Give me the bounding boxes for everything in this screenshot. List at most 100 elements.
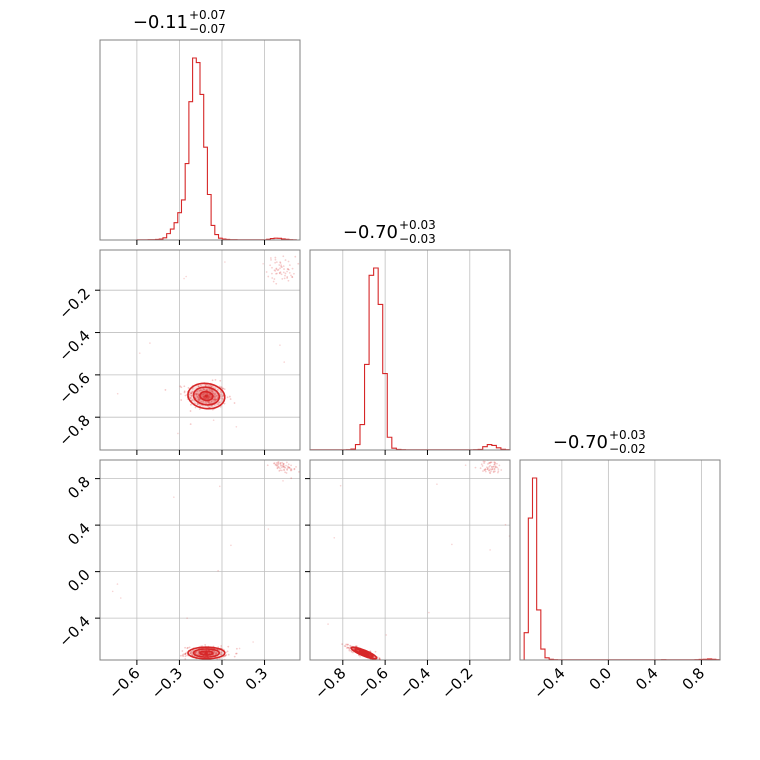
sample-point	[207, 651, 210, 654]
sample-point	[346, 643, 349, 646]
outlier-point	[282, 271, 285, 274]
stray-point	[212, 419, 215, 422]
sample-point	[352, 647, 355, 650]
sample-point	[348, 647, 350, 649]
sample-point	[208, 389, 211, 392]
sample-point	[190, 392, 193, 395]
outlier-point	[284, 466, 287, 469]
outlier-point	[488, 471, 491, 474]
sample-point	[226, 396, 229, 399]
sample-point	[207, 394, 210, 397]
sample-point	[355, 645, 358, 648]
sample-point	[217, 401, 220, 404]
stray-point	[252, 641, 254, 643]
outlier-point	[497, 471, 499, 474]
sample-point	[213, 650, 215, 653]
outlier-point	[286, 465, 289, 468]
outlier-point	[280, 273, 283, 276]
outlier-point	[494, 462, 497, 465]
sample-point	[215, 652, 218, 655]
outlier-point	[274, 463, 277, 466]
outlier-point	[498, 464, 501, 467]
outlier-point	[294, 255, 297, 258]
sample-point	[194, 406, 197, 409]
histogram-panel-1-frame	[309, 249, 511, 451]
outlier-point	[276, 466, 279, 469]
sample-point	[200, 389, 203, 392]
title-upper-error: +0.03	[609, 428, 646, 442]
sample-point	[207, 402, 210, 404]
sample-point	[214, 398, 217, 401]
sample-point	[378, 657, 381, 660]
sample-point	[189, 651, 192, 654]
stray-point	[224, 261, 226, 263]
sample-point	[198, 650, 201, 652]
outlier-point	[280, 464, 282, 467]
sample-point	[197, 398, 200, 400]
title-lower-error: −0.03	[399, 232, 436, 246]
sample-point	[218, 401, 221, 404]
outlier-point	[487, 467, 489, 469]
sample-point	[189, 652, 192, 655]
outlier-point	[291, 275, 294, 278]
sample-point	[219, 379, 222, 382]
sample-point	[204, 644, 207, 646]
outlier-point	[282, 265, 285, 268]
stray-point	[238, 647, 241, 650]
sample-point	[201, 651, 204, 654]
sample-point	[199, 384, 202, 387]
outlier-point	[482, 470, 484, 472]
outlier-point	[275, 282, 278, 285]
outlier-point	[490, 470, 492, 473]
outlier-point	[270, 259, 272, 261]
stray-point	[283, 361, 286, 363]
x-tick-label-2-3: 0.8	[679, 664, 709, 694]
outlier-point	[484, 470, 487, 473]
outlier-point	[290, 274, 292, 277]
outlier-point	[293, 467, 296, 470]
sample-point	[202, 400, 205, 403]
sample-point	[202, 396, 205, 398]
stray-point	[489, 549, 491, 551]
sample-point	[219, 653, 222, 655]
outlier-point	[487, 463, 489, 465]
sample-point	[206, 397, 209, 400]
outlier-point	[279, 267, 281, 270]
sample-point	[197, 385, 200, 388]
outlier-point	[284, 471, 286, 474]
outlier-point	[286, 268, 289, 270]
density-peak	[204, 651, 208, 655]
outlier-point	[288, 264, 291, 266]
scatter-panel-2-1-background	[310, 460, 510, 660]
title-lower-error: −0.07	[189, 22, 226, 36]
sample-point	[202, 651, 204, 654]
sample-point	[195, 393, 198, 396]
outlier-point	[277, 462, 280, 465]
sample-point	[195, 651, 198, 654]
outlier-point	[488, 465, 491, 468]
outlier-point	[493, 467, 496, 470]
sample-point	[210, 400, 213, 403]
sample-point	[202, 395, 205, 398]
sample-point	[206, 661, 208, 663]
sample-point	[186, 647, 189, 650]
outlier-point	[275, 268, 278, 271]
sample-point	[348, 648, 351, 651]
sample-point	[216, 398, 219, 400]
sample-point	[350, 650, 353, 653]
outlier-point	[500, 469, 503, 471]
sample-point	[208, 396, 211, 399]
outlier-point	[474, 466, 477, 469]
sample-point	[184, 652, 187, 655]
outlier-point	[290, 469, 293, 472]
sample-point	[210, 385, 213, 387]
sample-point	[209, 393, 212, 396]
outlier-point	[483, 469, 486, 471]
outlier-point	[282, 465, 285, 468]
outlier-point	[275, 462, 278, 464]
sample-point	[209, 384, 212, 387]
outlier-point	[287, 279, 290, 282]
sample-point	[196, 653, 199, 656]
outlier-point	[480, 463, 483, 466]
outlier-point	[286, 277, 289, 279]
